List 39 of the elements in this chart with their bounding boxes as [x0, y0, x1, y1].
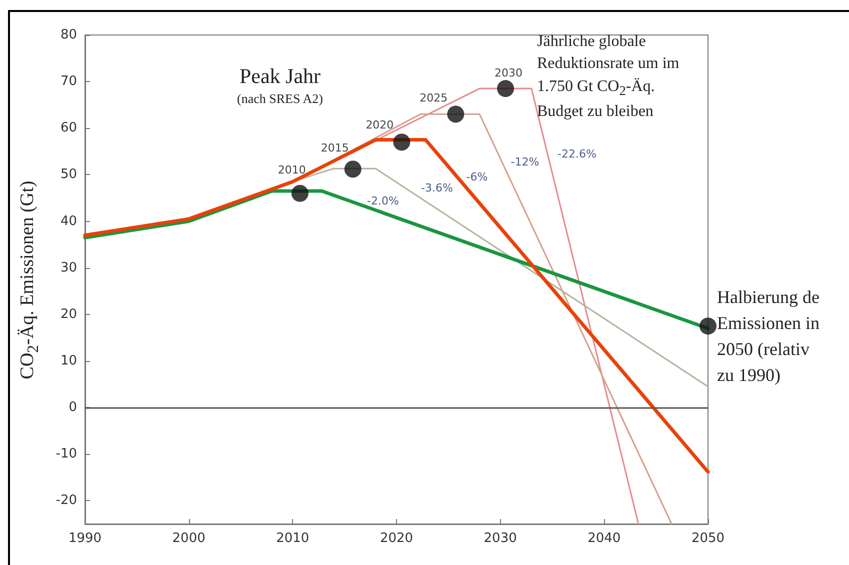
y-tick-label: 80: [60, 28, 77, 42]
annotation: (nach SRES A2): [236, 91, 324, 107]
y-tick-label: 60: [60, 120, 77, 136]
annotation: -22.6%: [558, 148, 596, 160]
y-tick-label: 70: [60, 74, 77, 90]
point: [291, 184, 308, 202]
y-tick-label: -10: [56, 446, 77, 462]
x-tick-label: 2040: [588, 531, 621, 546]
point: [497, 80, 514, 98]
point: [393, 134, 410, 151]
y-tick-label: 20: [60, 306, 77, 322]
y-tick-label: 0: [68, 400, 77, 416]
line-series: [83, 138, 710, 474]
annotation: -6%: [466, 170, 488, 184]
point: [447, 106, 464, 123]
annotation: 2010: [278, 164, 306, 177]
annotation: 2020: [366, 118, 394, 132]
text: Halbierung de Emissionen in 2050 (relativ zu 1990): [717, 286, 820, 388]
x-tick-label: 2030: [484, 531, 517, 546]
annotation: 2015: [320, 142, 349, 155]
annotation: Jährliche globale Reduktionsrate um im 1.750 Gt CO$_{2}$-Äq. Budget zu bleiben: [537, 32, 680, 122]
x-tick-label: 2020: [380, 531, 414, 546]
y-tick-label: 10: [60, 354, 77, 368]
x-tick-label: 2000: [172, 531, 206, 546]
y-tick-label: 50: [60, 167, 77, 182]
annotation: 2030: [494, 66, 523, 80]
y-tick-label: 40: [60, 214, 77, 229]
x-tick-label: 2050: [691, 531, 725, 546]
annotation: -12%: [510, 156, 540, 168]
y-tick-label: 30: [60, 260, 77, 276]
point: [700, 318, 716, 335]
x-tick-label: 2010: [276, 531, 310, 546]
y-tick-label: -20: [56, 493, 77, 508]
point: [344, 160, 362, 178]
annotation: -3.6%: [421, 182, 453, 194]
x-tick-label: 1990: [68, 531, 102, 546]
annotation: 2025: [420, 92, 448, 105]
annotation: -2.0%: [367, 194, 399, 208]
annotation: Peak Jahr: [238, 64, 322, 88]
